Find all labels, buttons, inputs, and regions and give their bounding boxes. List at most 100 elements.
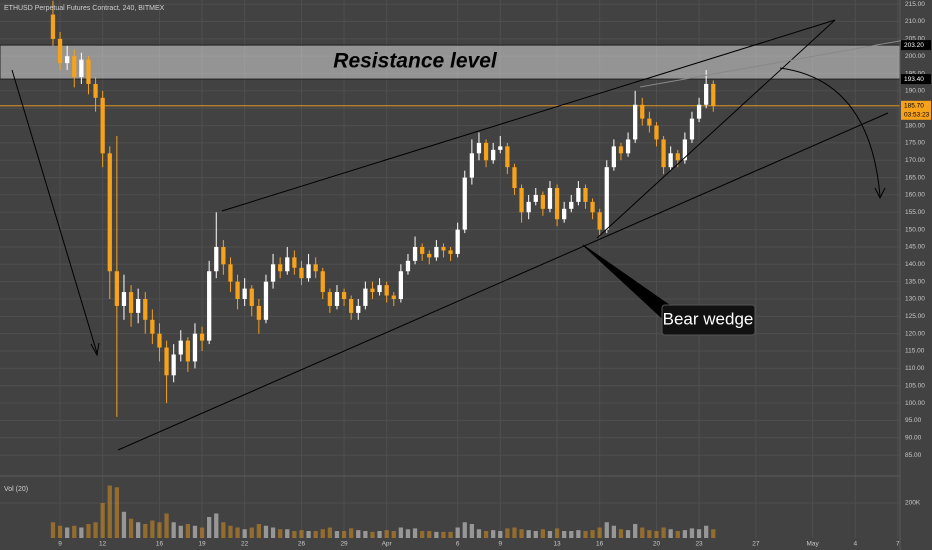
candle-body — [86, 59, 91, 84]
volume-bar — [462, 522, 467, 538]
volume-bar — [625, 530, 631, 538]
candle-body — [675, 153, 680, 161]
volume-bar — [270, 527, 276, 538]
arrow-head — [874, 187, 886, 200]
candle-body — [249, 288, 254, 306]
candle-body — [136, 298, 141, 313]
candle-body — [299, 267, 304, 279]
volume-bar — [533, 531, 538, 538]
volume-bar — [50, 522, 56, 538]
resistance-band: Resistance level — [0, 44, 901, 107]
candle-body — [157, 333, 162, 348]
candle-body — [292, 257, 297, 268]
candle-body — [590, 201, 595, 213]
candle-body — [448, 250, 453, 254]
candle-body — [57, 38, 63, 64]
drawings — [11, 19, 906, 451]
volume-bar — [157, 522, 162, 538]
volume-bar — [221, 522, 226, 538]
volume-bar — [214, 513, 219, 538]
x-tick-label: May — [807, 541, 820, 548]
y-tick-label: 200.00 — [905, 53, 925, 60]
volume-bar — [199, 527, 205, 538]
candle-body — [313, 264, 318, 272]
wedge-support — [596, 19, 836, 239]
volume-bar — [178, 525, 183, 538]
candle-body — [334, 292, 340, 306]
volume-bar — [647, 530, 652, 538]
candle-body — [483, 142, 489, 161]
y-tick-label: 105.00 — [905, 382, 925, 389]
candle-body — [65, 56, 70, 64]
price-tag — [901, 74, 931, 85]
y-tick-label: 180.00 — [905, 122, 925, 129]
y-tick-label: 115.00 — [905, 348, 925, 355]
volume-bar — [576, 530, 581, 538]
countdown-label: 03:53:23 — [904, 112, 930, 119]
volume-bar — [93, 522, 98, 538]
extension-line — [639, 39, 906, 88]
volume-bar — [420, 531, 425, 538]
y-tick-label: 170.00 — [905, 157, 925, 164]
candle-body — [192, 333, 198, 362]
candle-body — [171, 354, 176, 376]
y-tick-label: 215.00 — [905, 1, 925, 8]
volume-bar — [370, 531, 375, 538]
volume-bar — [391, 531, 396, 538]
candle-body — [93, 83, 98, 98]
chart-title: ETHUSD Perpetual Futures Contract, 240, … — [4, 5, 165, 12]
candle-body — [100, 97, 105, 154]
x-tick-label: 13 — [553, 541, 561, 548]
candle-body — [540, 194, 545, 209]
volume-bar — [640, 527, 645, 538]
candle-body — [327, 292, 332, 306]
volume-bar — [611, 525, 616, 538]
y-tick-label: 150.00 — [905, 226, 925, 233]
candle-body — [398, 271, 403, 299]
x-tick-label: 12 — [99, 541, 107, 548]
y-tick-label: 155.00 — [905, 209, 925, 216]
y-tick-label: 195.00 — [905, 70, 925, 77]
candle-body — [569, 201, 574, 209]
candle-body — [214, 246, 219, 272]
candle-body — [185, 340, 190, 362]
volume-bar — [554, 528, 560, 538]
candle-body — [604, 167, 609, 230]
candle-body — [242, 288, 247, 299]
volume-bar — [696, 529, 702, 538]
volume-bar — [256, 524, 261, 538]
candle-body — [363, 288, 368, 306]
y-tick-label: 165.00 — [905, 174, 925, 181]
candle-body — [519, 188, 524, 213]
candle-body — [50, 14, 56, 39]
candle-body — [384, 285, 389, 296]
x-tick-label: 9 — [498, 541, 502, 548]
candle-body — [611, 146, 616, 168]
candle-body — [278, 264, 283, 272]
volume-bar — [100, 503, 105, 538]
candle-body — [228, 264, 233, 282]
candles — [50, 0, 716, 417]
candle-body — [469, 153, 474, 178]
volume-bar — [704, 525, 709, 538]
curved-arrow — [779, 67, 881, 197]
volume-bar — [427, 531, 432, 538]
candle-body — [640, 104, 645, 119]
volume-bar — [285, 529, 290, 538]
candle-body — [420, 246, 425, 254]
y-tick-label: 125.00 — [905, 313, 925, 320]
volume-bar — [185, 524, 190, 538]
volume-bar — [363, 531, 368, 538]
candle-body — [391, 295, 396, 299]
candle-body — [661, 139, 666, 168]
volume-bar — [207, 517, 212, 538]
candle-body — [356, 305, 361, 313]
candle-body — [597, 212, 602, 230]
candle-body — [647, 118, 652, 126]
volume-bar — [569, 531, 574, 538]
candle-body — [107, 153, 112, 272]
volume-bar — [384, 530, 389, 538]
volume-bar — [398, 527, 403, 538]
